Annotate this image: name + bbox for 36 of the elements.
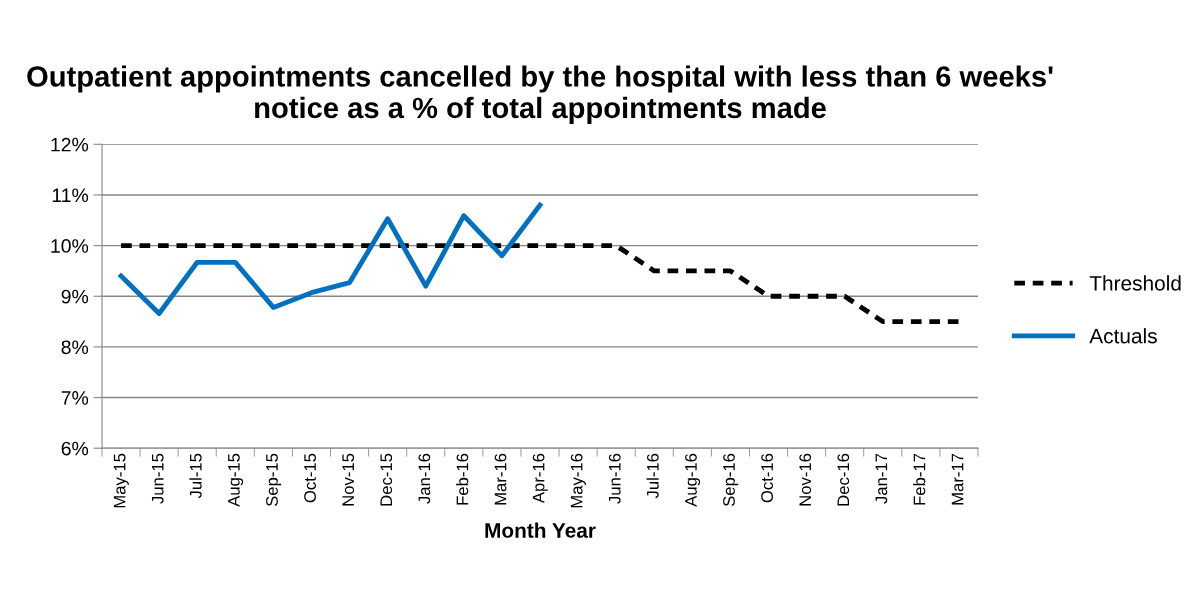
chart-title: Outpatient appointments cancelled by the hospital with less than 6 weeks' notice as a % of total appointments made [27,65,1053,125]
x-tick-label: Nov-16 [799,453,812,506]
y-tick-label: 11% [52,188,89,203]
x-tick-label: Apr-16 [532,453,548,504]
line-series [118,243,962,325]
x-tick-label: Sep-15 [266,453,282,507]
x-tick-label: Feb-16 [456,453,469,505]
y-tick-label: 8% [61,340,89,355]
y-tick-label: 7% [61,391,89,405]
x-tick-label: Oct-15 [304,453,316,503]
x-tick-label: Jul-15 [189,453,202,499]
x-tick-label: Feb-17 [913,453,926,505]
x-tick-label: Jun-15 [151,453,164,504]
x-tick-label: Nov-15 [342,453,355,506]
x-tick-label: Jun-16 [608,453,621,504]
x-tick-label: Oct-16 [761,453,773,503]
x-tick-label: Aug-16 [685,453,701,507]
x-axis-title: Month Year [485,522,596,538]
legend-label: Threshold [1089,275,1181,291]
y-tick-label: 10% [51,239,89,253]
x-tick-label: Aug-15 [228,453,244,507]
legend-label: Actuals [1089,328,1157,344]
y-tick-label: 12% [51,137,89,152]
x-tick-label: Dec-15 [380,453,393,506]
x-tick-label: Jan-17 [875,453,888,504]
x-tick-label: Jul-16 [646,453,659,499]
x-tick-label: May-15 [113,453,129,508]
x-tick-label: Sep-16 [723,453,739,507]
x-tick-label: May-16 [570,453,586,508]
x-tick-label: Mar-17 [951,453,964,505]
x-tick-label: Mar-16 [494,453,507,505]
y-tick-label: 6% [61,441,89,456]
x-tick-label: Jan-16 [418,453,431,504]
x-tick-label: Dec-16 [837,453,850,506]
y-tick-label: 9% [61,289,89,304]
line-series [118,202,543,316]
